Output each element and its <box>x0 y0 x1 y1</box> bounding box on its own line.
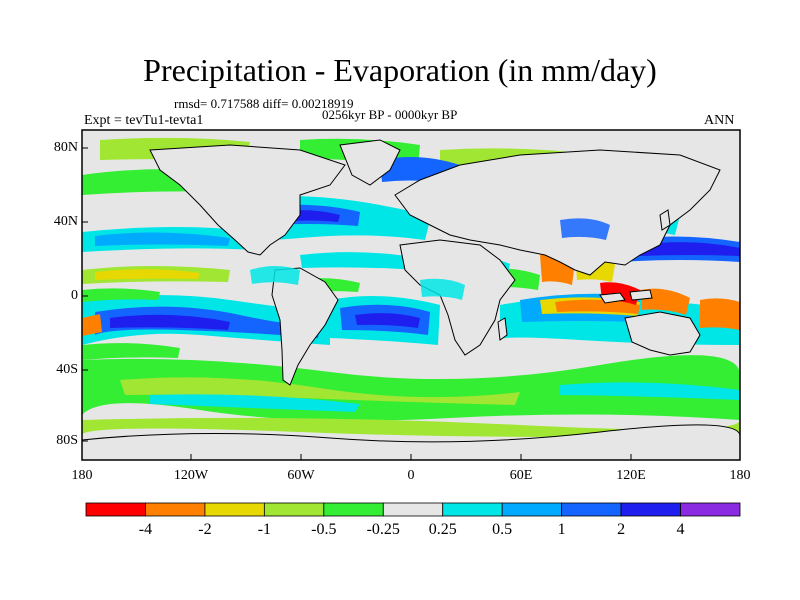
colorbar-tick-label: 2 <box>617 521 626 538</box>
lat-label-40n: 40N <box>53 214 78 229</box>
coastlines <box>82 139 740 460</box>
lon-label-120e: 120E <box>616 468 646 483</box>
southern-ocean-patches <box>82 355 740 437</box>
lat-label-80n: 80N <box>53 140 78 155</box>
lat-label-40s: 40S <box>56 362 78 377</box>
colorbar-box <box>561 502 622 517</box>
colorbar-tick-label: -2 <box>198 521 212 538</box>
colorbar-tick-label: -4 <box>138 521 153 538</box>
lat-ticks <box>82 147 88 442</box>
colorbar-box <box>442 502 503 517</box>
lon-label-180e: 180 <box>729 468 751 483</box>
colorbar-tick-label: -0.5 <box>311 521 337 538</box>
colorbar-box <box>263 502 325 517</box>
colorbar-box <box>620 502 681 517</box>
colorbar-tick-label: -1 <box>257 521 272 538</box>
season-label: ANN <box>704 113 735 128</box>
atlantic-tropical-patches <box>290 278 440 345</box>
colorbar-box <box>680 502 741 517</box>
lon-label-60w: 60W <box>287 468 315 483</box>
colorbar-tick-label: 4 <box>676 521 685 538</box>
lon-label-120w: 120W <box>173 468 209 483</box>
stats-label: rmsd= 0.717588 diff= 0.00218919 <box>174 96 354 111</box>
plot-title: Precipitation - Evaporation (in mm/day) <box>143 52 657 88</box>
colorbar-tick-label: 0.5 <box>492 521 513 538</box>
land-patches <box>250 218 610 300</box>
colorbar-tick-label: 1 <box>557 521 566 538</box>
lat-label-80s: 80S <box>56 433 78 448</box>
lon-label-180w: 180 <box>71 468 93 483</box>
colorbar-box <box>145 502 206 517</box>
lon-label-0: 0 <box>407 468 415 483</box>
lat-label-0: 0 <box>71 288 78 303</box>
colorbar-box <box>382 502 444 517</box>
colorbar-box <box>204 502 265 517</box>
colorbar-box <box>85 502 146 517</box>
colorbar-box <box>323 502 384 517</box>
experiment-label: Expt = tevTu1-tevta1 <box>84 113 204 128</box>
lon-label-60e: 60E <box>509 468 533 483</box>
colorbar-tick-label: 0.25 <box>428 521 457 538</box>
colorbar-box <box>501 502 563 517</box>
pacific-bands <box>82 227 330 360</box>
lon-ticks <box>81 454 741 460</box>
period-label: 0256kyr BP - 0000kyr BP <box>322 107 458 122</box>
colorbar-tick-label: -0.25 <box>366 521 400 538</box>
